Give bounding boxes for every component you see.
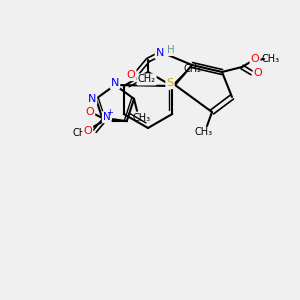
Text: CH₃: CH₃ bbox=[262, 54, 280, 64]
Text: O: O bbox=[127, 70, 135, 80]
Text: N: N bbox=[88, 94, 96, 104]
Text: CH₂: CH₂ bbox=[138, 74, 156, 85]
Text: O: O bbox=[83, 126, 92, 136]
Text: N: N bbox=[111, 78, 119, 88]
Text: CH₂: CH₂ bbox=[183, 64, 201, 74]
Text: O: O bbox=[85, 107, 94, 117]
Text: O: O bbox=[250, 54, 260, 64]
Text: CH₃: CH₃ bbox=[72, 128, 90, 138]
Text: H: H bbox=[167, 45, 175, 55]
Text: N: N bbox=[156, 48, 164, 58]
Text: CH₃: CH₃ bbox=[133, 113, 151, 123]
Text: S: S bbox=[167, 78, 174, 88]
Text: CH₃: CH₃ bbox=[195, 127, 213, 137]
Text: O: O bbox=[254, 68, 262, 78]
Text: N: N bbox=[103, 112, 111, 122]
Text: +: + bbox=[106, 108, 113, 117]
